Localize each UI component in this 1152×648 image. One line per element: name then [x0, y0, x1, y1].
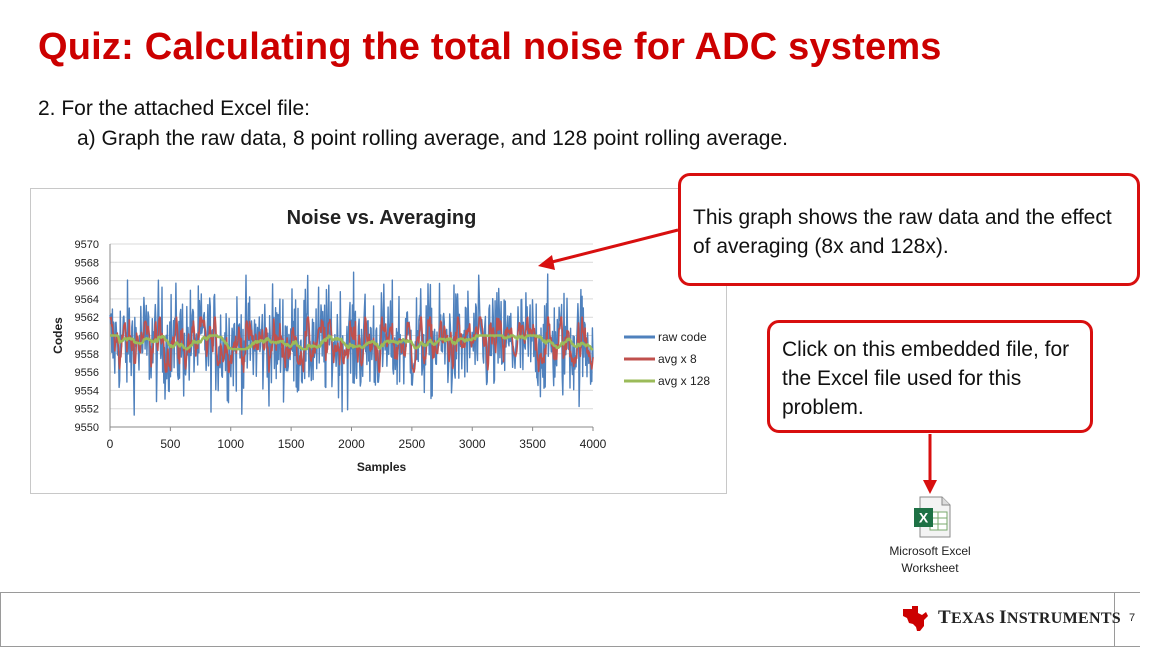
x-axis-label: Samples	[357, 460, 407, 474]
x-tick-label: 4000	[580, 437, 607, 451]
brand-rest-2: NSTRUMENTS	[1006, 610, 1122, 627]
ti-logo-icon	[903, 606, 928, 631]
legend-label: avg x 8	[658, 352, 697, 366]
question-subline: a) Graph the raw data, 8 point rolling a…	[77, 127, 788, 150]
y-tick-label: 9558	[75, 349, 99, 361]
legend-label: avg x 128	[658, 374, 710, 388]
x-tick-label: 2000	[338, 437, 365, 451]
noise-chart-svg: Noise vs. Averaging 9550 9552 9554 9556 9558 9…	[51, 207, 710, 474]
brand-first-letter: T	[938, 607, 951, 628]
x-tick-label: 2500	[399, 437, 426, 451]
embedded-file-label: Microsoft Excel Worksheet	[880, 543, 980, 577]
brand-rest-1: EXAS	[950, 610, 1000, 627]
y-tick-label: 9568	[75, 257, 99, 269]
y-tick-label: 9556	[75, 367, 99, 379]
callout-graph-note: This graph shows the raw data and the ef…	[678, 173, 1140, 286]
legend-label: raw code	[658, 330, 707, 344]
y-tick-label: 9564	[75, 294, 99, 306]
y-tick-label: 9550	[75, 422, 99, 434]
series-line-3	[109, 334, 594, 351]
y-axis-label: Codes	[51, 317, 65, 354]
y-tick-label: 9566	[75, 276, 99, 288]
series-line-2	[109, 316, 594, 373]
ti-brand-name: TEXAS INSTRUMENTS	[938, 607, 1121, 629]
embedded-file-label-line2: Worksheet	[901, 561, 959, 575]
excel-file-icon: X	[914, 496, 951, 538]
arrow-to-file-head	[923, 480, 937, 494]
y-tick-label: 9554	[75, 385, 99, 397]
y-tick-label: 9552	[75, 404, 99, 416]
svg-text:X: X	[919, 510, 929, 526]
x-tick-label: 3500	[519, 437, 546, 451]
slide-title: Quiz: Calculating the total noise for AD…	[38, 26, 942, 68]
callout-file-note: Click on this embedded file, for the Exc…	[767, 320, 1093, 433]
x-tick-label: 500	[160, 437, 180, 451]
x-tick-label: 3000	[459, 437, 486, 451]
brand-mid-letter: I	[999, 607, 1007, 628]
y-tick-label: 9562	[75, 312, 99, 324]
footer-bar	[0, 592, 1140, 647]
embedded-file-label-line1: Microsoft Excel	[889, 544, 971, 558]
x-tick-label: 1500	[278, 437, 305, 451]
embedded-excel-file[interactable]: X Microsoft Excel Worksheet	[880, 495, 980, 580]
page-number: 7	[1128, 612, 1136, 624]
question-line: 2. For the attached Excel file:	[38, 97, 310, 120]
footer-divider	[1114, 592, 1115, 647]
y-tick-label: 9560	[75, 331, 99, 343]
x-tick-label: 0	[107, 437, 114, 451]
x-tick-label: 1000	[217, 437, 244, 451]
chart-title: Noise vs. Averaging	[287, 207, 477, 229]
noise-chart: Noise vs. Averaging 9550 9552 9554 9556 9558 9…	[30, 188, 727, 494]
y-tick-label: 9570	[75, 239, 99, 251]
